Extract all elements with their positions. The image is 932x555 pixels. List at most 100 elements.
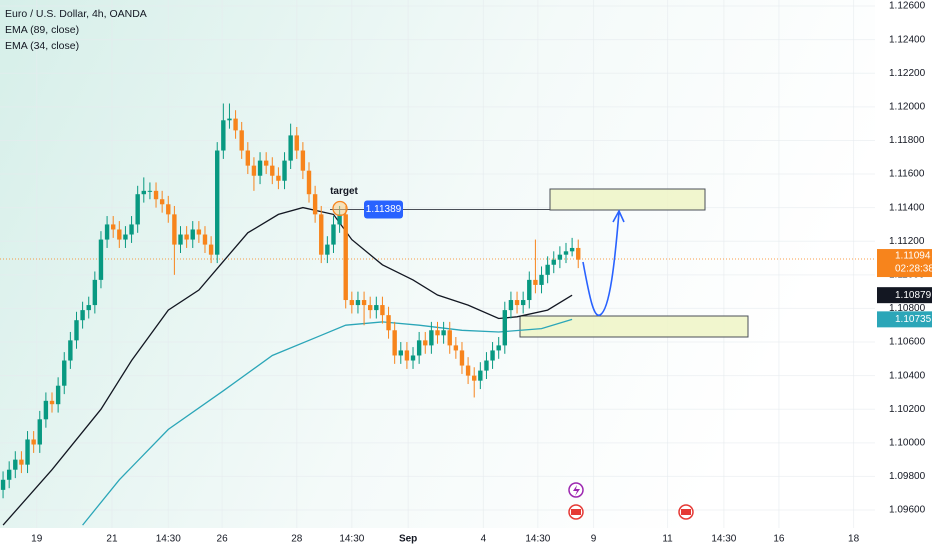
candle-body — [374, 305, 379, 311]
x-tick-label: 14:30 — [339, 534, 364, 545]
candle-body — [117, 229, 122, 240]
candle-body — [306, 170, 312, 195]
y-tick-label: 1.11800 — [889, 135, 925, 146]
candle-body — [349, 300, 355, 306]
candle-body — [337, 214, 342, 225]
event-icons — [568, 482, 694, 520]
support-zone — [519, 315, 749, 338]
candle-body — [551, 259, 556, 265]
event-flag — [571, 509, 581, 515]
candle-body — [68, 340, 73, 361]
candle-body — [435, 330, 440, 336]
target-marker — [332, 200, 348, 217]
candle-body — [208, 244, 214, 255]
candle-body — [288, 135, 293, 161]
candle-body — [6, 469, 12, 480]
candle-body — [367, 305, 373, 311]
candle-body — [386, 315, 391, 331]
candle-body — [484, 360, 489, 371]
candle-body — [141, 190, 146, 195]
candle-body — [453, 345, 459, 351]
countdown-text: 02:28:38 — [895, 264, 932, 275]
candle-body — [502, 310, 508, 346]
candle-body — [545, 264, 550, 275]
candle-body — [166, 204, 171, 215]
candle-body — [325, 244, 330, 255]
x-tick-label: 21 — [106, 534, 118, 545]
candle-body — [25, 439, 30, 465]
level-badge-text: 1.11389 — [366, 204, 402, 215]
y-tick-label: 1.10200 — [889, 404, 926, 415]
candle-body — [80, 310, 85, 321]
resistance-zone — [549, 188, 706, 211]
candle-body — [104, 224, 110, 240]
candle-body — [239, 130, 244, 151]
arrow-head — [612, 209, 625, 223]
candle-body — [153, 190, 159, 200]
ema-line — [2, 206, 573, 526]
candle-body — [355, 300, 361, 306]
legend-entry: EMA (34, close) — [5, 40, 79, 52]
candle-body — [563, 251, 569, 255]
candle-body — [508, 300, 514, 311]
candle-body — [215, 150, 220, 255]
x-tick-label: 19 — [31, 534, 43, 545]
candle-body — [49, 400, 55, 405]
y-tick-label: 1.09600 — [889, 505, 926, 516]
x-tick-label: 9 — [591, 534, 597, 545]
candle-body — [92, 279, 98, 306]
candle-body — [74, 320, 79, 341]
candle-body — [98, 239, 104, 280]
candle-body — [416, 340, 422, 356]
candle-body — [539, 274, 544, 285]
candle-body — [62, 360, 67, 386]
price-badge-text: 1.11094 — [895, 251, 931, 262]
chart-title: Euro / U.S. Dollar, 4h, OANDA — [5, 8, 147, 20]
candle-body — [576, 247, 581, 260]
candle-body — [319, 214, 324, 255]
candle-body — [459, 350, 465, 366]
candle-body — [300, 150, 306, 171]
candle-body — [178, 234, 183, 245]
candle-body — [172, 214, 177, 245]
event-bolt — [573, 485, 580, 496]
candle-body — [55, 385, 61, 405]
candle-body — [31, 439, 36, 445]
candle-body — [263, 160, 269, 166]
candle-body — [478, 370, 483, 381]
candle-body — [520, 300, 526, 306]
level-badge — [364, 200, 403, 219]
candle-body — [533, 279, 538, 285]
x-tick-label: Sep — [399, 534, 417, 545]
candle-body — [557, 254, 563, 260]
candle-body — [196, 229, 202, 235]
y-tick-label: 1.10800 — [889, 303, 926, 314]
candle-body — [257, 160, 263, 176]
x-tick-label: 11 — [662, 534, 673, 545]
annotation-text: target — [330, 186, 358, 197]
candle-body — [0, 479, 6, 490]
candle-body — [343, 214, 348, 301]
ema-badge — [877, 287, 932, 304]
event-flag — [681, 509, 691, 515]
candle-body — [465, 365, 471, 376]
candle-body — [447, 330, 452, 346]
candle-body — [429, 330, 434, 346]
candle-body — [159, 199, 165, 205]
x-tick-label: 4 — [481, 534, 487, 545]
candle-body — [86, 305, 91, 311]
y-tick-label: 1.10400 — [889, 370, 926, 381]
x-tick-label: 14:30 — [711, 534, 736, 545]
ema-badge-text: 1.10735 — [895, 314, 932, 325]
candle-body — [441, 330, 446, 336]
time-axis — [0, 528, 875, 550]
candle-body — [270, 165, 275, 176]
price-badge — [877, 249, 932, 278]
ema-badge — [877, 311, 932, 328]
candle-body — [404, 350, 410, 361]
candle-body — [227, 118, 232, 121]
candle-body — [221, 120, 226, 151]
plot-background — [0, 0, 875, 528]
y-tick-label: 1.10600 — [889, 337, 926, 348]
